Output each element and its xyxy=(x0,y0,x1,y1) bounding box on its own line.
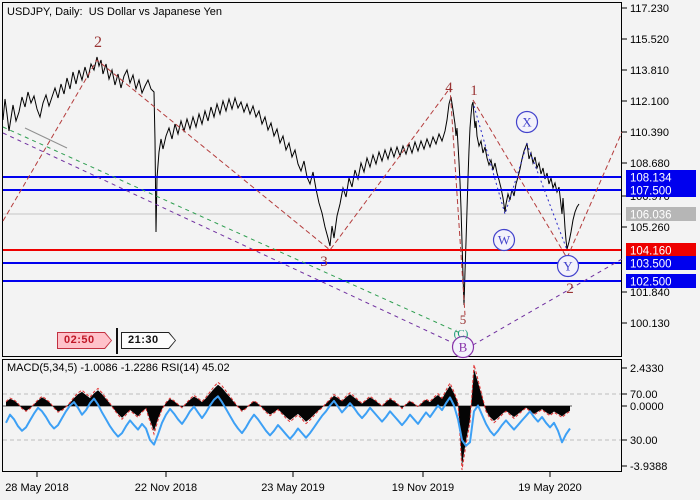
price-badge-bg-103.500 xyxy=(626,256,696,270)
time-flag-fill xyxy=(122,333,175,348)
time-flag-fill xyxy=(58,333,111,348)
time-flag-marker-2[interactable]: 21:30 xyxy=(121,332,176,349)
wave-label-(C): (C) xyxy=(454,328,469,340)
wave-circle-label-Y: Y xyxy=(563,259,573,274)
date-axis-label: 28 May 2018 xyxy=(5,482,69,494)
price-level-badge-102.500: 102.500 xyxy=(630,277,672,289)
time-flag-label: 21:30 xyxy=(128,334,159,346)
price-axis-label: 112.100 xyxy=(630,96,669,108)
macd-axis-label: -3.9388 xyxy=(630,461,667,473)
price-line xyxy=(2,56,580,306)
macd-histogram xyxy=(6,369,570,466)
macd-axis-label: 30.00 xyxy=(630,435,658,447)
price-level-badge-104.160: 104.160 xyxy=(630,246,672,258)
rsi-line xyxy=(5,395,571,447)
wave-circle-label-W: W xyxy=(498,233,511,248)
price-axis-label: 101.840 xyxy=(630,287,670,299)
ascending-channel-purple xyxy=(465,258,623,350)
price-level-badge-106.036: 106.036 xyxy=(630,210,672,222)
price-axis-label: 115.520 xyxy=(630,34,669,46)
date-axis-label: 22 Nov 2018 xyxy=(135,482,197,494)
macd-axis-label: 2.4330 xyxy=(630,363,664,375)
price-badge-bg-108.134 xyxy=(626,170,696,184)
price-badge-bg-102.500 xyxy=(626,274,696,288)
price-axis-label: 117.230 xyxy=(630,3,669,15)
wave-circle-Y xyxy=(556,254,580,278)
time-flag-marker-1[interactable]: 02:50 xyxy=(57,332,112,349)
wave-projection-up-leg xyxy=(472,99,623,260)
wave-circle-label-X: X xyxy=(522,115,532,130)
wave-label-2: 2 xyxy=(94,34,102,51)
vertical-separator-line xyxy=(116,328,118,354)
price-axis-label: 100.130 xyxy=(630,318,670,330)
price-level-badge-108.134: 108.134 xyxy=(630,173,672,185)
wave-label-1: 1 xyxy=(470,83,478,99)
wave-circle-label-B: B xyxy=(459,340,468,355)
date-axis-label: 19 May 2020 xyxy=(518,482,582,494)
price-level-badge-103.500: 103.500 xyxy=(630,259,672,271)
descending-channel-purple xyxy=(2,132,467,350)
macd-pane[interactable] xyxy=(2,359,622,472)
price-axis-label: 108.680 xyxy=(630,158,670,170)
macd-axis-label: 0.0000 xyxy=(630,401,664,413)
price-pane[interactable] xyxy=(2,2,622,357)
wave-label-2: 2 xyxy=(566,281,574,297)
wave-circle-W xyxy=(492,228,516,252)
price-axis-label: 113.810 xyxy=(630,65,669,77)
date-axis-label: 19 Nov 2019 xyxy=(392,482,454,494)
chart-title: USDJPY, Daily: US Dollar vs Japanese Yen xyxy=(7,6,223,18)
wave-circle-B xyxy=(451,335,475,359)
time-flag-label: 02:50 xyxy=(64,334,95,346)
wave-label-5: 5 xyxy=(460,312,467,327)
price-level-badge-107.500: 107.500 xyxy=(630,186,672,198)
price-badge-bg-106.036 xyxy=(626,207,696,221)
macd-signal-line xyxy=(5,364,571,471)
wave-projection-down-leg xyxy=(2,59,466,316)
descending-channel-green xyxy=(2,126,461,334)
wave-circle-X xyxy=(515,110,539,134)
price-badge-bg-107.500 xyxy=(626,183,696,197)
indicator-label: MACD(5,34,5) -1.0086 -1.2286 RSI(14) 45.… xyxy=(7,362,230,374)
price-badge-bg-104.160 xyxy=(626,243,696,257)
wxy-correction-path xyxy=(473,105,568,251)
wave-label-4: 4 xyxy=(445,80,453,96)
price-axis-label: 105.260 xyxy=(630,222,670,234)
wave-label-3: 3 xyxy=(320,254,328,270)
gray-trendline xyxy=(24,127,68,149)
date-axis-label: 23 May 2019 xyxy=(261,482,325,494)
macd-axis-label: 70.00 xyxy=(630,389,658,401)
price-axis-label: 110.390 xyxy=(630,127,669,139)
